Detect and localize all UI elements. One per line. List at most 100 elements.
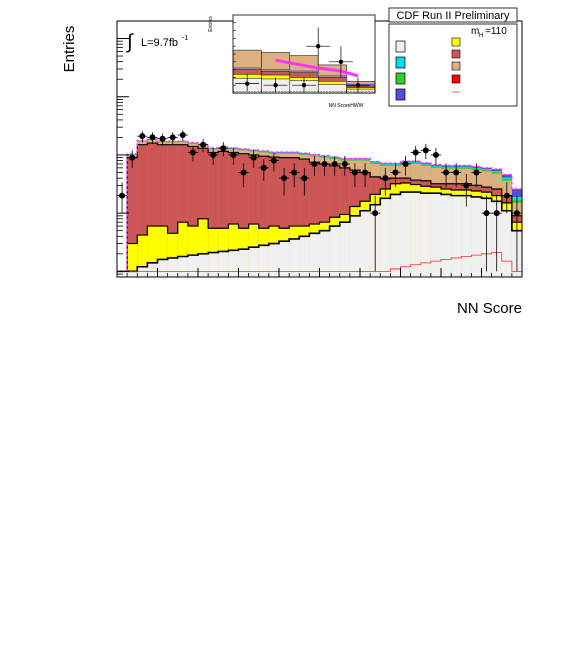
stack-bar — [177, 144, 188, 277]
legend-entry — [451, 49, 461, 59]
data-marker — [179, 132, 186, 139]
header-box: CDF Run II Preliminary — [388, 7, 518, 23]
data-marker — [483, 210, 490, 217]
stack-bar — [451, 195, 462, 277]
stack-bar — [167, 144, 178, 277]
x-axis-label: NN Score — [457, 300, 522, 317]
mass-label: m H =110 — [471, 26, 507, 39]
data-marker — [463, 182, 470, 189]
stack-bar — [198, 148, 209, 277]
main-axes — [116, 20, 523, 278]
inset-data-point — [306, 27, 331, 65]
stack-bar — [147, 226, 158, 277]
data-marker — [189, 149, 196, 156]
header-frame — [388, 7, 518, 23]
stack-bar — [228, 152, 239, 277]
legend-entry — [395, 56, 406, 69]
data-point — [238, 163, 249, 188]
legend-entry — [395, 72, 406, 85]
data-marker — [149, 134, 156, 141]
stack-bar — [360, 210, 371, 277]
inset-ttbar-outline — [233, 67, 375, 85]
data-point — [218, 142, 229, 157]
data-point — [400, 155, 411, 176]
data-marker — [392, 169, 399, 176]
data-marker — [240, 169, 247, 176]
data-point — [228, 147, 239, 165]
inset-data-point — [328, 46, 353, 78]
stack-bar — [501, 210, 512, 277]
inset-stack — [232, 15, 376, 94]
stack-bar — [329, 226, 340, 277]
data-point — [187, 145, 198, 162]
inset-axes — [232, 22, 376, 94]
stack-bar — [461, 195, 472, 277]
legend-swatch — [395, 72, 406, 85]
data-point — [167, 132, 178, 144]
inset-x-label: NN ScoreHWW — [329, 103, 364, 109]
stack-bar — [268, 243, 279, 277]
inset-data-marker — [273, 83, 278, 88]
data-marker — [432, 151, 439, 158]
stack-bar — [299, 159, 310, 277]
stack-bar — [309, 162, 320, 277]
data-marker — [331, 160, 338, 167]
data-point — [177, 130, 188, 142]
ww-outline — [117, 191, 522, 273]
data-marker — [443, 169, 450, 176]
stack-bar — [208, 252, 219, 277]
legend-entry — [451, 61, 461, 71]
data-point — [430, 147, 441, 165]
legend-swatch — [451, 61, 461, 71]
legend-entry — [395, 40, 406, 53]
stack-bar — [248, 247, 259, 277]
stack-bar — [430, 193, 441, 277]
stack-bar — [349, 215, 360, 277]
legend-swatch — [451, 37, 461, 47]
stack-bar — [218, 251, 229, 277]
main-stack — [117, 138, 522, 277]
data-marker — [321, 160, 328, 167]
mass-symbol: m — [471, 26, 479, 37]
data-marker — [270, 157, 277, 164]
stack-bar — [238, 249, 249, 277]
inset-data-marker — [301, 83, 307, 88]
data-point — [289, 163, 300, 188]
stack-bar — [127, 243, 138, 277]
mass-value: =110 — [485, 26, 507, 37]
data-point — [370, 195, 381, 272]
data-marker — [473, 169, 480, 176]
data-marker — [139, 133, 146, 140]
stack-bar — [147, 143, 158, 277]
data-point — [420, 143, 431, 160]
inset-data-point — [345, 77, 370, 93]
stack-bar — [319, 230, 330, 277]
data-marker — [412, 149, 419, 156]
legend-entry — [395, 88, 406, 101]
data-point — [299, 167, 310, 196]
luminosity-label: ∫ L=9.7fb -1 — [126, 31, 188, 53]
data-point — [380, 167, 391, 196]
data-point — [349, 163, 360, 188]
legend-swatch — [451, 74, 461, 84]
data-point — [198, 138, 209, 153]
inset-data-marker — [338, 59, 344, 64]
data-point — [511, 195, 522, 272]
inset-higgs-curve — [275, 58, 359, 78]
y-axis-label: Entries — [61, 26, 78, 73]
data-point — [309, 155, 320, 176]
stack-bar — [420, 193, 431, 277]
data-point — [441, 163, 452, 188]
data-point — [268, 152, 279, 172]
inset-y-label: Entries — [208, 16, 214, 32]
stack-bar — [208, 152, 219, 277]
stack-bar — [268, 157, 279, 277]
data-point — [329, 155, 340, 176]
legend-entry — [451, 37, 461, 47]
data-marker — [210, 151, 217, 158]
data-marker — [362, 169, 369, 176]
data-point — [461, 174, 472, 207]
data-points — [117, 130, 522, 272]
legend-entry — [451, 74, 461, 84]
